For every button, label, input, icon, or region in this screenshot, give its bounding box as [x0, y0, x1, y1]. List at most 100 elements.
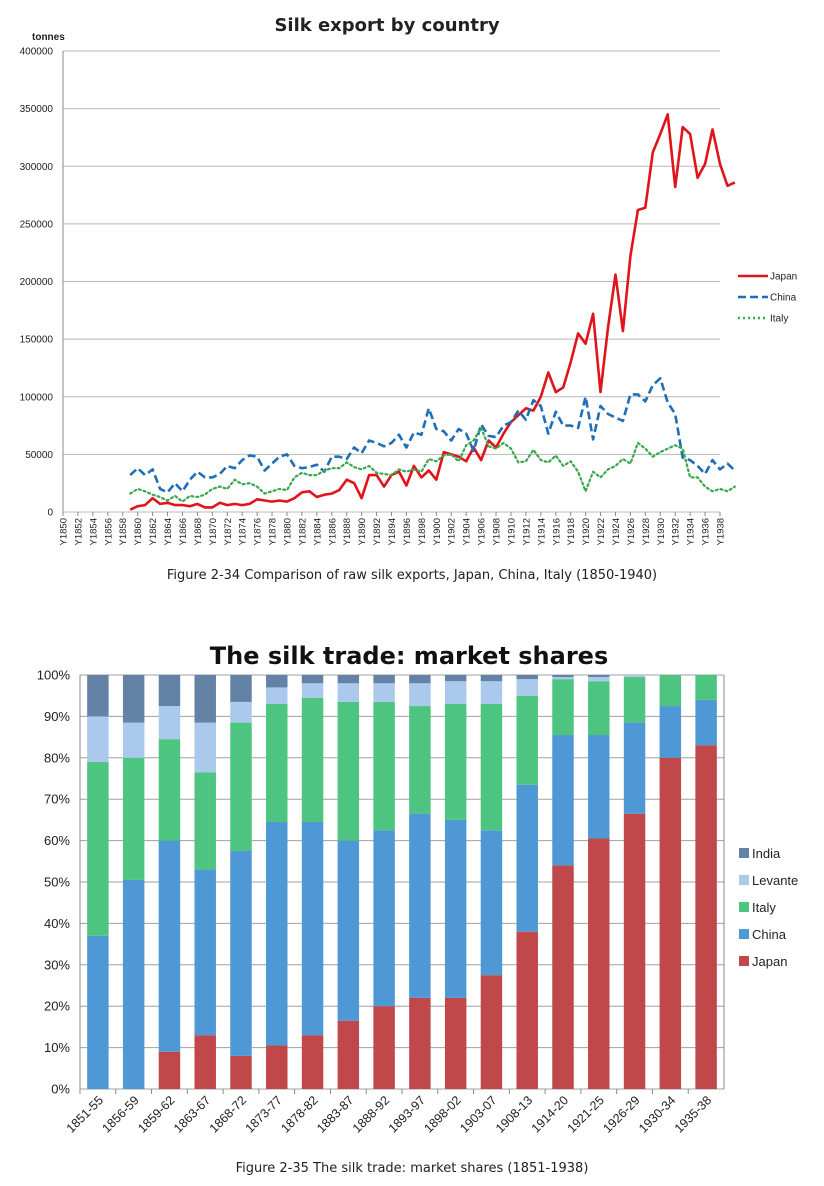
x-tick-label: Y1866: [178, 518, 189, 545]
legend-label-japan: Japan: [770, 272, 797, 283]
x-tick-label: Y1932: [671, 518, 682, 545]
bar-segment-india: [266, 675, 288, 688]
bar-segment-japan: [623, 813, 646, 1089]
legend-swatch-italy: [739, 902, 749, 912]
bar-segment-china: [266, 821, 288, 1046]
x-tick-label: 1859-62: [135, 1093, 177, 1135]
x-tick-label: 1926-29: [600, 1093, 642, 1135]
bar-segment-italy: [266, 703, 288, 822]
x-tick-label: Y1898: [417, 518, 428, 545]
bar-segment-india: [158, 675, 181, 707]
chart-title: The silk trade: market shares: [210, 642, 608, 670]
x-tick-label: Y1884: [312, 518, 323, 545]
bar-segment-levante: [158, 706, 181, 740]
x-tick-label: Y1924: [611, 518, 622, 545]
bar-segment-levante: [623, 675, 646, 678]
x-tick-label: 1921-25: [565, 1093, 607, 1135]
x-tick-label: Y1880: [282, 518, 293, 545]
bar-segment-italy: [552, 679, 574, 736]
y-tick-label: 20%: [44, 999, 70, 1014]
x-tick-label: Y1890: [357, 518, 368, 545]
bar-segment-italy: [516, 695, 538, 785]
bar-segment-china: [158, 840, 181, 1052]
x-tick-label: 1888-92: [350, 1093, 392, 1135]
legend-label-china: China: [770, 293, 797, 304]
bar-segment-china: [337, 840, 360, 1021]
x-tick-label: Y1904: [462, 518, 473, 545]
bar-segment-levante: [337, 683, 360, 702]
bar-segment-levante: [409, 683, 431, 707]
x-tick-label: Y1850: [59, 518, 70, 545]
line-chart-silk-export: Silk export by country tonnes 0 50000 100000…: [20, 15, 798, 545]
x-tick-label: Y1914: [536, 518, 547, 545]
bar-segment-italy: [337, 701, 360, 841]
bar-segment-levante: [301, 683, 324, 698]
figure-caption-2-35: Figure 2-35 The silk trade: market share…: [235, 1161, 589, 1176]
bar-segment-japan: [337, 1020, 360, 1089]
bar-segment-china: [409, 813, 431, 998]
x-tick-label: Y1882: [297, 518, 308, 545]
bar-segment-china: [301, 821, 324, 1036]
x-tick-label: Y1888: [342, 518, 353, 545]
bar-segment-japan: [194, 1035, 216, 1089]
bar-segment-italy: [623, 677, 646, 723]
x-tick-label: Y1910: [506, 518, 517, 545]
legend-swatch-japan: [739, 956, 749, 966]
series-line-china: [129, 376, 736, 494]
x-tick-label: 1935-38: [672, 1093, 714, 1135]
x-tick-label: Y1930: [656, 518, 667, 545]
x-tick-label: Y1858: [118, 518, 129, 545]
legend-swatch-india: [739, 848, 749, 858]
x-tick-label: Y1928: [641, 518, 652, 545]
bar-segment-china: [230, 850, 252, 1056]
bar-segment-italy: [230, 722, 252, 851]
bar-segment-japan: [659, 757, 682, 1089]
x-tick-label: 1914-20: [529, 1093, 571, 1135]
bar-segment-levante: [480, 681, 503, 704]
bar-segment-china: [623, 722, 646, 814]
x-tick-label: Y1896: [402, 518, 413, 545]
x-tick-label: Y1864: [163, 518, 174, 545]
bar-segment-china: [373, 830, 395, 1007]
bar-segment-italy: [194, 772, 216, 870]
x-tick-label: 1883-87: [314, 1093, 356, 1135]
x-tick-label: 1856-59: [99, 1093, 141, 1135]
bar-segment-japan: [230, 1055, 252, 1089]
bar-segment-india: [516, 675, 538, 680]
bar-segment-india: [444, 675, 467, 682]
bar-segment-levante: [444, 681, 467, 704]
bar-segment-italy: [659, 675, 682, 707]
legend-label-levante: Levante: [752, 873, 798, 888]
bar-segment-china: [480, 830, 503, 976]
y-tick-label: 0%: [51, 1082, 70, 1097]
x-tick-label: Y1894: [387, 518, 398, 545]
x-tick-label: Y1916: [551, 518, 562, 545]
bar-segment-italy: [695, 675, 717, 700]
bar-segment-levante: [122, 722, 145, 758]
bar-segment-japan: [588, 838, 610, 1089]
legend-label-china: China: [752, 927, 787, 942]
bar-segment-levante: [230, 701, 252, 723]
y-tick-label: 50%: [44, 875, 70, 890]
bar-segment-japan: [266, 1045, 288, 1089]
bar-segment-levante: [87, 716, 109, 762]
bar-segment-china: [659, 706, 682, 758]
y-tick-label: 200000: [20, 277, 54, 288]
x-tick-label: 1908-13: [493, 1093, 535, 1135]
y-tick-label: 150000: [20, 335, 54, 346]
y-tick-label: 40%: [44, 916, 70, 931]
x-tick-label: Y1870: [208, 518, 219, 545]
y-tick-label: 80%: [44, 750, 70, 765]
bar-segment-italy: [588, 681, 610, 736]
bar-segment-china: [87, 935, 109, 1089]
x-tick-label: 1930-34: [636, 1093, 678, 1135]
bar-segment-india: [409, 675, 431, 684]
bar-segment-italy: [301, 697, 324, 822]
y-tick-label: 90%: [44, 709, 70, 724]
legend-swatch-levante: [739, 875, 749, 885]
y-axis-label: tonnes: [32, 32, 65, 43]
bar-segment-japan: [480, 975, 503, 1089]
y-tick-label: 0: [47, 508, 53, 519]
line-chart-svg: Silk export by country tonnes 0 50000 100000…: [20, 15, 798, 545]
bar-segment-italy: [373, 701, 395, 831]
